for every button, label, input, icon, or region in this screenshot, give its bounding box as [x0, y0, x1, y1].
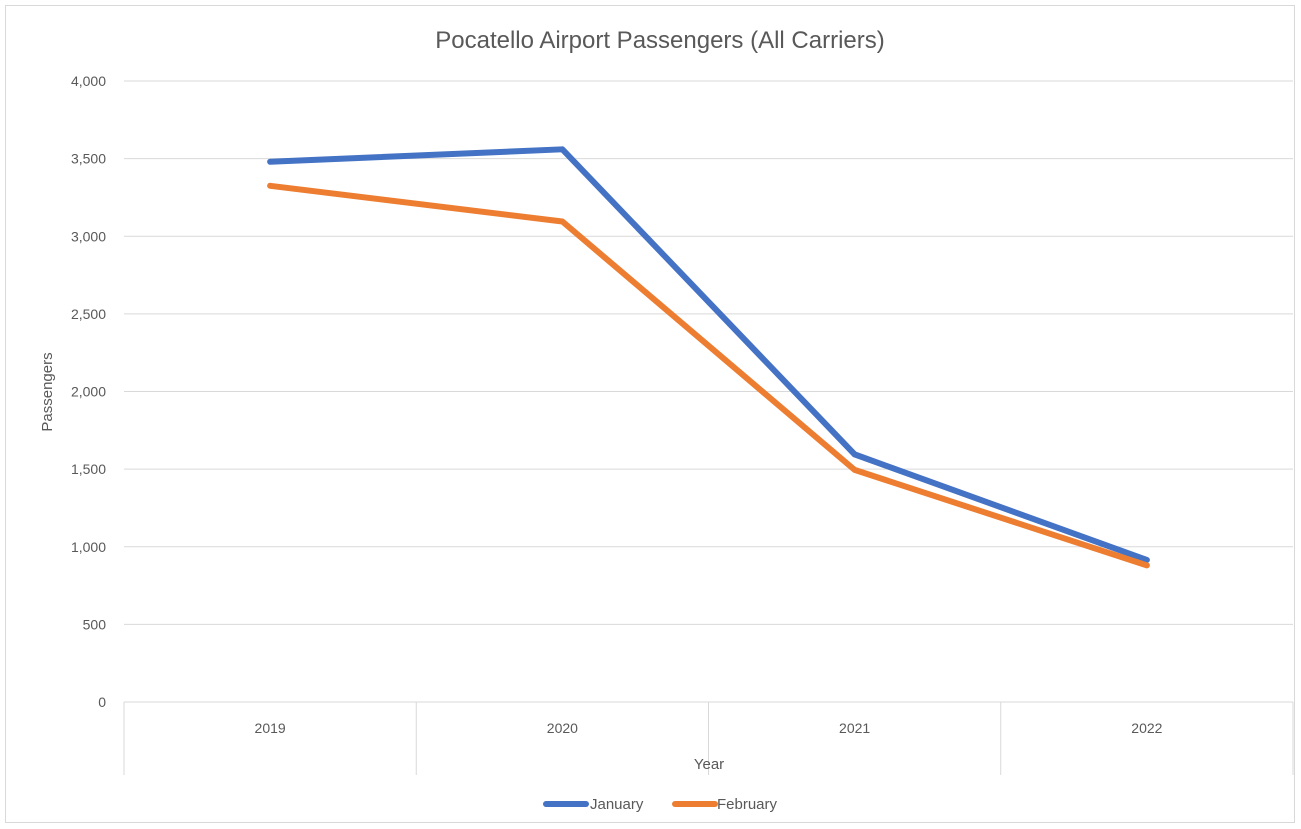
y-tick-label: 2,500: [71, 306, 106, 322]
x-tick-label: 2019: [255, 720, 286, 736]
x-tick-label: 2022: [1131, 720, 1162, 736]
data-point-february: [1146, 564, 1148, 566]
y-tick-label: 4,000: [71, 73, 106, 89]
y-tick-label: 500: [83, 616, 107, 632]
series-lines: [267, 146, 1150, 569]
y-axis-ticks: 0 500 1,000 1,500 2,000 2,500 3,000 3,500 4,000: [71, 73, 106, 710]
y-tick-label: 2,000: [71, 384, 106, 400]
legend: January February: [543, 796, 778, 813]
y-tick-label: 1,000: [71, 539, 106, 555]
data-point-january: [561, 148, 563, 150]
data-point-january: [269, 161, 271, 163]
x-axis: 2019 2020 2021 2022: [123, 701, 1294, 775]
series-line-january: [267, 146, 1150, 563]
data-point-february: [269, 185, 271, 187]
y-tick-label: 3,000: [71, 228, 106, 244]
y-tick-label: 0: [98, 694, 106, 710]
data-point-february: [854, 469, 856, 471]
y-axis-label: Passengers: [39, 352, 56, 431]
chart-title: Pocatello Airport Passengers (All Carrie…: [435, 27, 885, 54]
x-axis-label: Year: [694, 756, 724, 773]
series-line-february: [267, 182, 1150, 569]
x-tick-label: 2020: [547, 720, 578, 736]
data-point-january: [1146, 559, 1148, 561]
x-tick-label: 2021: [839, 720, 870, 736]
chart-frame: [5, 5, 1295, 823]
legend-label-january: January: [590, 796, 644, 813]
y-tick-label: 3,500: [71, 151, 106, 167]
data-point-february: [561, 221, 563, 223]
data-point-january: [854, 453, 856, 455]
y-tick-label: 1,500: [71, 461, 106, 477]
legend-label-february: February: [717, 796, 778, 813]
